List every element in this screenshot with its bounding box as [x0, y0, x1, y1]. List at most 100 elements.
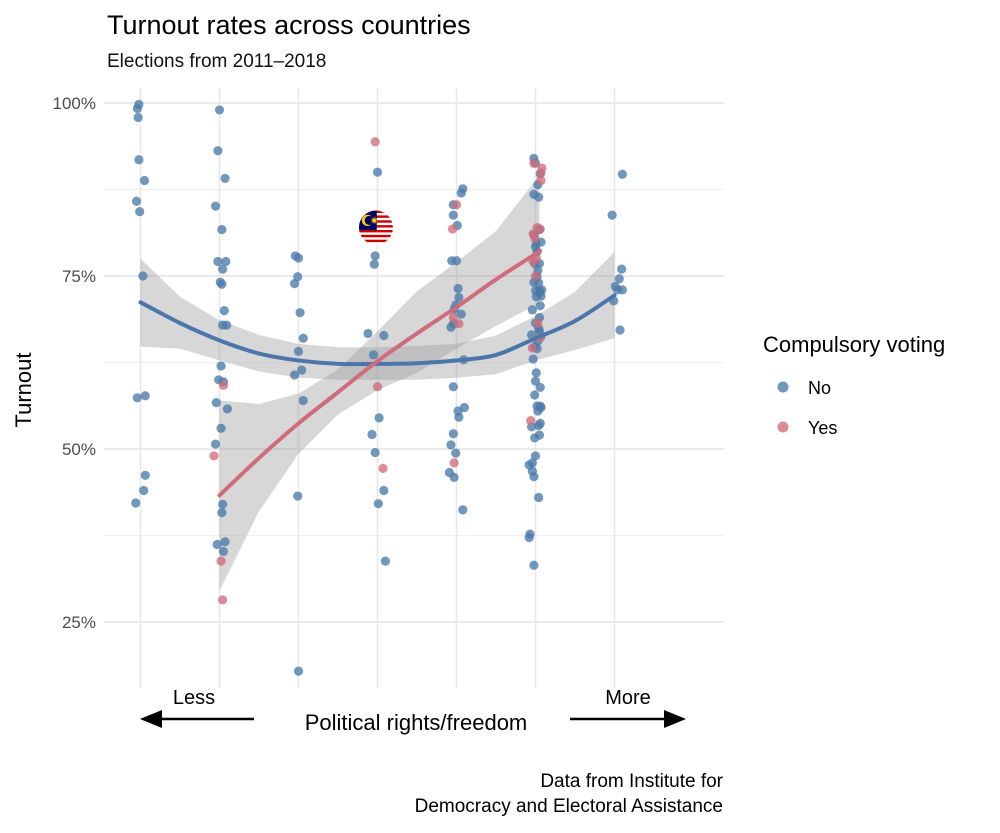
point-no: [140, 391, 150, 401]
point-no: [217, 279, 227, 289]
point-no: [533, 406, 543, 416]
point-no: [453, 283, 463, 294]
point-yes: [536, 175, 546, 186]
point-yes: [216, 556, 226, 566]
point-yes: [218, 595, 228, 605]
point-yes: [533, 318, 543, 328]
point-no: [222, 320, 232, 330]
caption-line-2: Democracy and Electoral Assistance: [415, 796, 723, 817]
malaysia-flag-icon: [358, 210, 393, 245]
scatter-points: [131, 99, 628, 676]
point-no: [531, 292, 541, 302]
point-yes: [527, 343, 537, 353]
point-no: [217, 508, 227, 518]
point-no: [293, 272, 303, 282]
point-no: [456, 188, 466, 198]
point-yes: [529, 158, 539, 168]
point-no: [458, 505, 468, 515]
point-yes: [449, 458, 459, 468]
trend-lines: [138, 248, 617, 498]
point-no: [212, 539, 222, 550]
point-no: [372, 167, 383, 177]
flag-stripe: [358, 242, 393, 245]
point-no: [535, 301, 545, 311]
point-no: [134, 155, 144, 165]
point-no: [211, 398, 221, 408]
point-yes: [526, 416, 536, 426]
point-no: [535, 382, 545, 393]
point-no: [138, 271, 148, 281]
point-no: [530, 433, 540, 443]
y-tick-label: 100%: [53, 94, 96, 113]
less-label: Less: [173, 687, 215, 709]
point-no: [367, 429, 377, 440]
confidence-band-no: [140, 251, 615, 380]
legend-label-no: No: [808, 378, 831, 398]
point-no: [220, 173, 230, 184]
point-no: [374, 413, 384, 423]
flag-stripe: [358, 237, 393, 241]
point-yes: [454, 319, 464, 329]
point-no: [298, 333, 308, 343]
point-no: [369, 259, 379, 269]
chart-subtitle: Elections from 2011–2018: [107, 51, 326, 72]
confidence-bands: [140, 168, 615, 591]
point-no: [219, 306, 229, 316]
point-no: [610, 281, 620, 291]
point-no: [448, 429, 458, 439]
point-no: [131, 196, 142, 206]
point-no: [531, 368, 541, 378]
y-tick-labels: 25% 50% 75% 100%: [53, 94, 96, 632]
point-no: [298, 395, 308, 406]
point-no: [293, 666, 304, 676]
point-no: [218, 264, 228, 274]
point-no: [368, 350, 379, 360]
point-no: [139, 175, 150, 186]
point-no: [370, 447, 380, 458]
point-no: [221, 256, 231, 267]
point-no: [524, 532, 534, 543]
point-no: [447, 256, 457, 266]
trend-line-yes: [217, 248, 542, 498]
point-yes: [535, 224, 545, 234]
legend-label-yes: Yes: [808, 418, 837, 438]
flag-stripe: [358, 234, 393, 238]
point-no: [289, 279, 300, 289]
point-no: [617, 264, 627, 274]
point-no: [218, 499, 228, 509]
point-no: [218, 546, 229, 557]
point-no: [217, 225, 227, 235]
point-no: [530, 451, 541, 461]
point-no: [222, 404, 232, 414]
point-no: [534, 492, 544, 503]
point-no: [379, 485, 389, 496]
point-no: [530, 390, 540, 400]
caption-line-1: Data from Institute for: [540, 771, 723, 792]
point-yes: [370, 137, 380, 147]
left-arrow-icon: [140, 710, 254, 728]
point-no: [617, 285, 628, 295]
point-no: [456, 309, 466, 319]
point-no: [529, 472, 539, 482]
point-no: [534, 278, 544, 288]
point-no: [448, 210, 458, 220]
point-no: [370, 251, 380, 261]
legend-title: Compulsory voting: [763, 332, 945, 357]
point-yes: [372, 382, 383, 392]
y-tick-label: 25%: [62, 613, 96, 632]
point-no: [213, 146, 223, 156]
point-yes: [530, 233, 540, 243]
point-no: [373, 499, 383, 509]
trend-line-no: [138, 293, 617, 367]
confidence-band-yes: [219, 168, 540, 591]
point-no: [132, 393, 142, 403]
point-no: [529, 560, 539, 570]
point-no: [289, 370, 300, 380]
chart-title: Turnout rates across countries: [107, 10, 471, 40]
point-no: [614, 274, 624, 284]
point-no: [134, 99, 144, 109]
point-no: [607, 210, 617, 220]
point-no: [210, 201, 221, 211]
grid: [104, 88, 724, 688]
